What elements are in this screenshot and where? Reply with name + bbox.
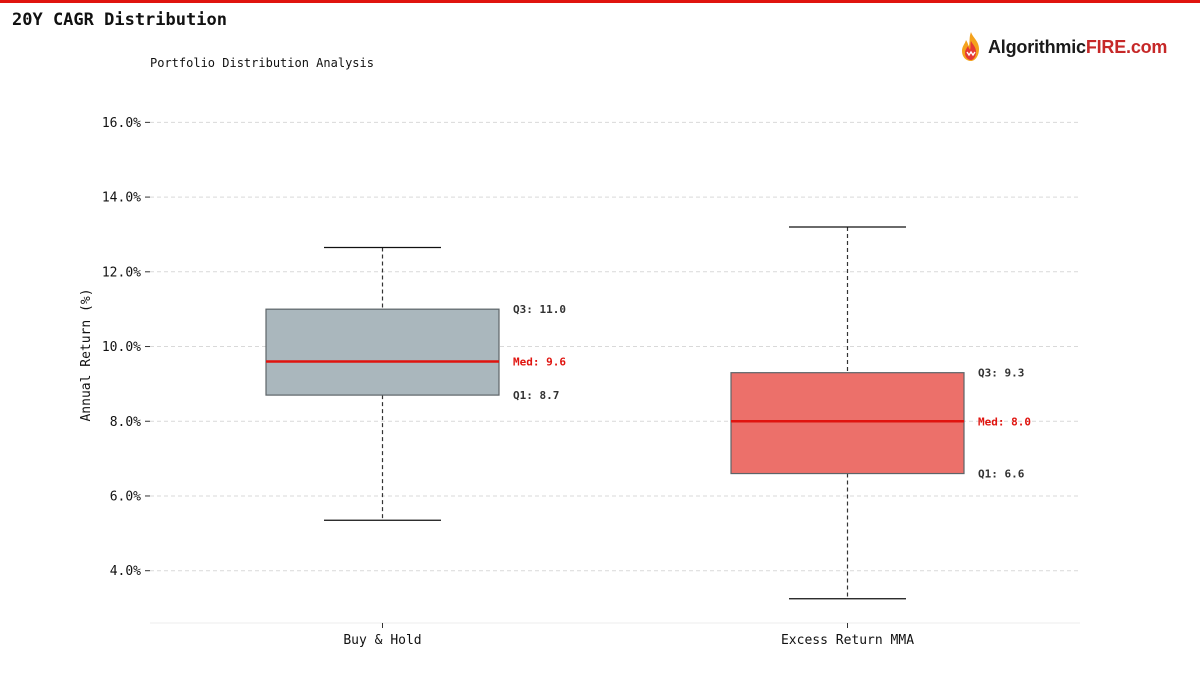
box-excess-return-mma: Q3: 9.3 Med: 8.0 Q1: 6.6 <box>730 226 1031 600</box>
logo-text: AlgorithmicFIRE.com <box>988 36 1168 57</box>
q3-label: Q3: 11.0 <box>513 303 566 316</box>
y-tick-label: 12.0% <box>102 265 141 280</box>
boxes: Q3: 11.0 Med: 9.6 Q1: 8.7 Q3: 9.3 Med: 8.0 Q1… <box>265 226 1031 600</box>
q1-label: Q1: 8.7 <box>513 389 559 402</box>
x-axis: Buy & Hold Excess Return MMA <box>150 622 1080 648</box>
q3-label: Q3: 9.3 <box>978 367 1024 380</box>
q1-label: Q1: 6.6 <box>978 468 1025 481</box>
y-tick-label: 16.0% <box>102 116 141 131</box>
iqr-box <box>265 308 500 396</box>
flame-icon <box>962 32 979 61</box>
x-tick-label: Excess Return MMA <box>781 633 914 648</box>
chart-subtitle: Portfolio Distribution Analysis <box>150 56 374 70</box>
y-tick-label: 4.0% <box>110 564 141 579</box>
y-axis-label: Annual Return (%) <box>79 288 94 421</box>
top-accent-bar <box>0 0 1200 3</box>
x-tick-label: Buy & Hold <box>343 633 421 648</box>
y-tick-label: 14.0% <box>102 191 141 206</box>
iqr-box <box>730 372 965 475</box>
logo[interactable]: AlgorithmicFIRE.com <box>958 30 1167 64</box>
median-label: Med: 9.6 <box>513 355 566 368</box>
y-tick-label: 6.0% <box>110 489 141 504</box>
y-axis: 4.0% 6.0% 8.0% 10.0% 12.0% 14.0% 16.0% <box>102 116 150 579</box>
page-title: 20Y CAGR Distribution <box>12 10 227 30</box>
median-label: Med: 8.0 <box>978 415 1031 428</box>
y-tick-label: 10.0% <box>102 340 141 355</box>
y-tick-label: 8.0% <box>110 415 141 430</box>
box-buy-and-hold: Q3: 11.0 Med: 9.6 Q1: 8.7 <box>265 246 566 521</box>
